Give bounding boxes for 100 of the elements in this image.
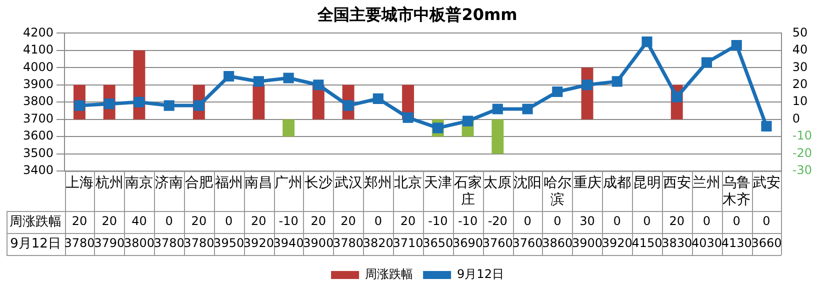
- point: [372, 93, 384, 104]
- data-label: 3650: [422, 236, 454, 250]
- x-tick-label: 重庆: [573, 175, 602, 192]
- data-label: -10: [428, 214, 448, 228]
- point: [642, 36, 652, 48]
- data-label: 3820: [362, 236, 394, 250]
- y2-tick-label: 0: [792, 111, 800, 126]
- bar: [492, 119, 504, 154]
- data-label: 0: [762, 214, 770, 228]
- x-tick-label: 郑州: [364, 175, 392, 192]
- data-label: 30: [580, 214, 595, 228]
- point: [731, 40, 742, 51]
- legend-label: 周涨跌幅: [365, 267, 414, 282]
- legend-label: 9月12日: [457, 267, 504, 282]
- y-tick-label: 3900: [22, 77, 54, 91]
- data-label: 0: [613, 214, 621, 228]
- data-label: 0: [524, 214, 532, 228]
- data-label: 3920: [243, 236, 274, 250]
- x-tick-label: 广州: [274, 175, 303, 192]
- y2-tick-label: 10: [792, 94, 808, 108]
- data-label: 3690: [452, 236, 484, 250]
- point: [462, 116, 474, 126]
- bar: [252, 84, 265, 120]
- data-label: -10: [458, 214, 478, 228]
- data-label: 4130: [721, 236, 752, 250]
- data-label: 3940: [273, 236, 304, 250]
- x-tick-label: 南京: [125, 175, 154, 192]
- data-label: -10: [278, 214, 298, 228]
- x-tick-label: 福州: [214, 175, 243, 192]
- data-label: 3780: [154, 236, 184, 250]
- x-tick-label: 西安: [662, 175, 691, 192]
- data-label: 3790: [94, 236, 125, 250]
- x-tick-label: 兰州: [692, 175, 721, 192]
- x-tick-label: 济南: [155, 175, 184, 192]
- data-label: 20: [191, 214, 207, 228]
- data-label: 3780: [333, 236, 364, 250]
- y2-tick-label: 40: [792, 42, 808, 57]
- x-tick-label: 北京: [394, 175, 422, 192]
- data-label: 0: [374, 214, 382, 228]
- point: [313, 80, 324, 90]
- data-label: 3760: [482, 236, 513, 250]
- x-tick-label: 沈阳: [514, 175, 542, 192]
- point: [283, 72, 294, 84]
- point: [552, 86, 563, 98]
- data-label: 0: [165, 214, 173, 228]
- point: [164, 100, 174, 111]
- x-tick-label: 合肥: [184, 175, 213, 192]
- text: 周涨跌幅: [10, 214, 62, 230]
- y2-tick-label: 30: [792, 60, 808, 74]
- y-tick-label: 4000: [22, 60, 54, 74]
- point: [134, 96, 144, 108]
- x-tick-label: 长沙: [304, 175, 332, 192]
- data-label: 0: [732, 214, 740, 228]
- point: [492, 104, 503, 114]
- point: [612, 76, 622, 87]
- data-label: 20: [340, 214, 356, 228]
- x-tick-label: 太原: [484, 175, 512, 192]
- x-tick-label: 天津: [424, 175, 452, 192]
- text: 9月12日: [10, 236, 61, 252]
- data-label: 3780: [184, 236, 214, 250]
- x-tick-label: 成都: [603, 175, 632, 192]
- data-label: 0: [554, 214, 562, 228]
- y-tick-label: 3800: [22, 94, 54, 108]
- x-tick-label: 杭州: [94, 175, 124, 192]
- data-label: 3710: [392, 236, 424, 250]
- x-tick-label: 哈尔滨: [543, 175, 572, 208]
- y-tick-label: 4100: [22, 42, 54, 57]
- data-label: -20: [488, 214, 508, 228]
- data-label: 3950: [214, 236, 244, 250]
- x-tick-label: 乌鲁木齐: [722, 175, 751, 208]
- y2-tick-label: -10: [792, 128, 812, 143]
- point: [253, 76, 264, 87]
- point: [582, 80, 593, 90]
- data-label: 20: [102, 214, 117, 228]
- x-tick-label: 上海: [65, 175, 94, 192]
- bar: [282, 119, 295, 137]
- point: [402, 112, 414, 123]
- y2-tick-label: 20: [792, 77, 808, 91]
- data-label: 3760: [512, 236, 543, 250]
- data-label: 3660: [751, 236, 782, 250]
- y2-tick-label: 50: [792, 25, 808, 40]
- data-label: 4150: [632, 236, 662, 250]
- y-tick-label: 4200: [22, 25, 54, 40]
- point: [224, 70, 234, 82]
- point: [522, 104, 533, 114]
- data-label: 3780: [64, 236, 95, 250]
- data-label: 3830: [662, 236, 692, 250]
- x-tick-label: 南昌: [244, 175, 273, 192]
- y-tick-label: 3500: [22, 146, 54, 160]
- data-label: 0: [702, 214, 711, 228]
- y-tick-label: 3700: [22, 111, 54, 126]
- y2-tick-label: -20: [792, 146, 812, 160]
- point: [761, 120, 772, 132]
- data-label: 3900: [303, 236, 334, 250]
- data-label: 20: [400, 214, 416, 228]
- data-label: 3920: [602, 236, 632, 250]
- data-label: 3800: [124, 236, 154, 250]
- x-tick-label: 武汉: [334, 175, 362, 192]
- data-label: 3860: [542, 236, 573, 250]
- data-label: 20: [72, 214, 88, 228]
